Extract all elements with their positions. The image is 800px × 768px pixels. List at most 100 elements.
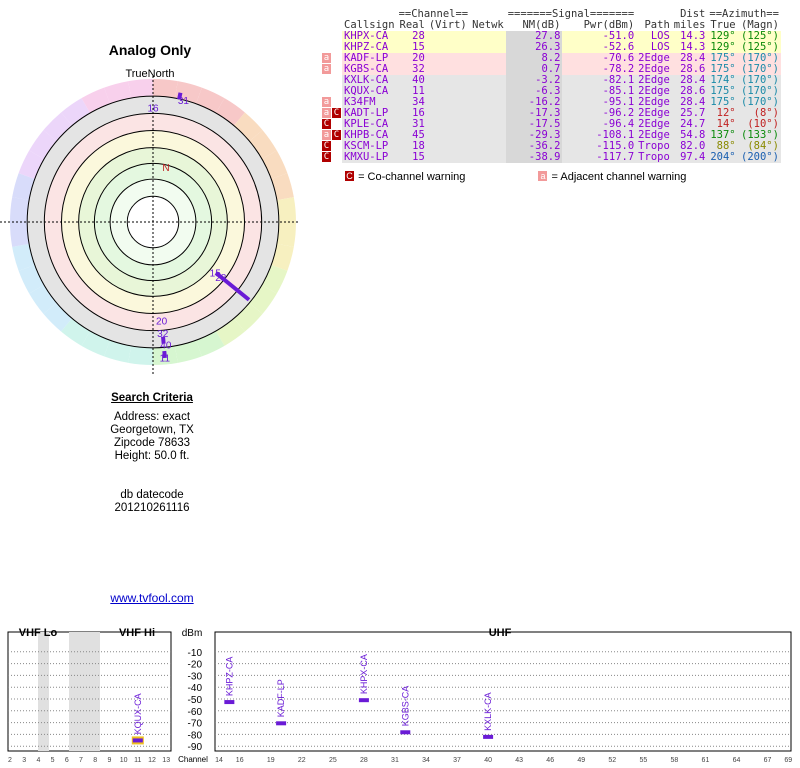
cell-real: 15 (396, 42, 427, 53)
channel-tick: 19 (267, 757, 275, 764)
cell-true: 129° (707, 31, 738, 42)
cell-real: 28 (396, 31, 427, 42)
bar-label: KQUX-CA (133, 693, 143, 734)
station-direction-mark (177, 92, 183, 100)
cell-nm: -36.2 (505, 141, 563, 152)
channel-tick: 40 (484, 757, 492, 764)
search-criteria-heading: Search Criteria (111, 392, 193, 404)
warning-cell: C (322, 119, 342, 130)
signal-bar (358, 698, 369, 703)
table-row: a KGBS-CA 32 0.7 -78.2 2Edge 28.6 175° (170°) (322, 64, 781, 75)
cell-path: Tropo (636, 151, 672, 163)
adjacent-channel-warning-icon: a (322, 64, 331, 74)
cell-true: 137° (707, 130, 738, 141)
cell-netwk (470, 31, 506, 42)
table-row: KQUX-CA 11 -6.3 -85.1 2Edge 28.6 175° (170°) (322, 86, 781, 97)
cell-magn: (170°) (737, 64, 781, 75)
channel-tick: 6 (65, 757, 69, 764)
cell-virt (426, 86, 471, 97)
cell-callsign: KGBS-CA (342, 64, 397, 75)
channel-tick: 28 (360, 757, 368, 764)
warning-cell (322, 86, 342, 97)
site-link[interactable]: www.tvfool.com (110, 591, 194, 605)
station-table: ==Channel== =======Signal======= Dist ==… (322, 9, 781, 163)
cell-netwk (470, 75, 506, 86)
table-row: C KMXU-LP 15 -38.9 -117.7 Tropo 97.4 204° (200°) (322, 152, 781, 163)
signal-bar (276, 721, 287, 726)
channel-tick: 58 (671, 757, 679, 764)
cell-nm: -6.3 (505, 86, 563, 97)
cell-callsign: KQUX-CA (342, 86, 397, 97)
channel-tick: 12 (148, 757, 156, 764)
cell-virt (426, 108, 471, 119)
polar-channel-label: 40 (160, 340, 172, 351)
channel-tick: 14 (215, 757, 223, 764)
dbm-tick: -50 (188, 695, 203, 706)
warning-cell: a (322, 64, 342, 75)
channel-axis-label: Channel (178, 755, 208, 764)
cell-magn: (125°) (737, 42, 781, 53)
cell-real: 34 (396, 97, 427, 108)
channel-tick: 25 (329, 757, 337, 764)
dbm-tick-labels: -10-20-30-40-50-60-70-80-90 (188, 648, 203, 753)
station-direction-mark (214, 271, 251, 302)
signal-bar (483, 734, 494, 739)
co-channel-warning-icon: C (322, 119, 331, 129)
cell-pwr: -96.2 (562, 108, 637, 119)
channel-tick: 34 (422, 757, 430, 764)
cell-true: 175° (707, 97, 738, 108)
cell-dist: 28.4 (671, 75, 708, 86)
dbm-tick: -10 (188, 648, 203, 659)
cell-magn: (200°) (737, 152, 781, 163)
dist-group-header: Dist (680, 8, 706, 20)
uhf-box (214, 631, 792, 752)
cell-magn: (170°) (737, 75, 781, 86)
cell-path: 2Edge (636, 118, 672, 130)
cell-nm: -16.2 (505, 97, 563, 108)
channel-group-header: ==Channel== (398, 8, 469, 20)
cell-path: 2Edge (636, 96, 672, 108)
cell-pwr: -82.1 (562, 75, 637, 86)
channel-tick: 16 (236, 757, 244, 764)
dbm-tick: -20 (188, 660, 203, 671)
polar-channel-label: 20 (156, 316, 168, 327)
cell-callsign: KHPZ-CA (342, 42, 397, 53)
cell-nm: -3.2 (505, 75, 563, 86)
table-row: C KPLE-CA 31 -17.5 -96.4 2Edge 24.7 14° (10°) (322, 119, 781, 130)
cell-callsign: KHPX-CA (342, 31, 397, 42)
bar-label: KHPX-CA (359, 654, 369, 694)
cell-path: 2Edge (636, 52, 672, 64)
col-true: True (710, 19, 736, 31)
cell-real: 45 (396, 130, 427, 141)
col-netwk: Netwk (472, 19, 504, 31)
table-row: a KADF-LP 20 8.2 -70.6 2Edge 28.4 175° (170°) (322, 53, 781, 64)
cell-netwk (470, 108, 506, 119)
dbm-tick: -70 (188, 719, 203, 730)
co-channel-legend: C = Co-channel warning (345, 171, 468, 183)
warning-cell: C (322, 141, 342, 152)
cell-nm: 27.8 (505, 31, 563, 42)
co-channel-warning-icon: C (322, 152, 331, 162)
cell-virt (426, 152, 471, 163)
cell-dist: 28.6 (671, 64, 708, 75)
spectrum-bars: KQUX-CA KHPZ-CA KADF-LP KHPX-CA KGBS-CA KXLK-… (131, 654, 494, 745)
cell-netwk (470, 86, 506, 97)
cell-pwr: -115.0 (562, 141, 637, 152)
table-row: KHPX-CA 28 27.8 -51.0 LOS 14.3 129° (125°) (322, 31, 781, 42)
cell-path: LOS (636, 31, 672, 42)
cell-pwr: -78.2 (562, 64, 637, 75)
cell-netwk (470, 152, 506, 163)
cell-true: 174° (707, 75, 738, 86)
cell-virt (426, 97, 471, 108)
cell-dist: 28.6 (671, 86, 708, 97)
col-real: Real (399, 19, 425, 31)
page-title: Analog Only (108, 42, 192, 58)
polar-channel-label: 28 (215, 273, 227, 284)
channel-tick: 11 (134, 757, 141, 764)
true-north-label: TrueNorth (125, 68, 175, 80)
channel-tick: 55 (639, 757, 647, 764)
dbm-axis-label: dBm (182, 628, 203, 639)
cell-netwk (470, 42, 506, 53)
